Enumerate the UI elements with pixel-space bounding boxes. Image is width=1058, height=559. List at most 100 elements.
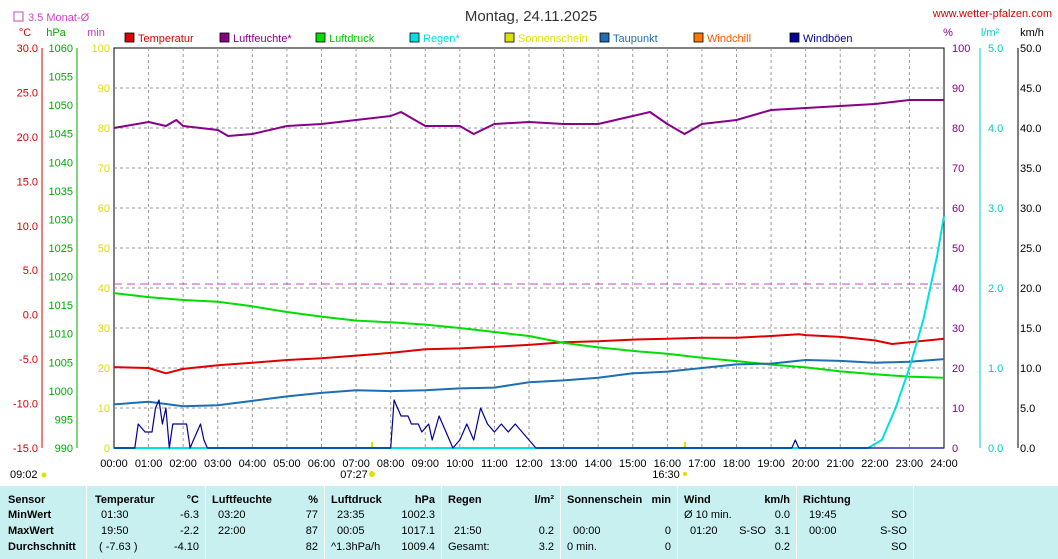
monthly-avg-marker xyxy=(13,11,24,22)
x-tick-label: 19:00 xyxy=(757,458,785,470)
stats-pressure-header: Luftdruck xyxy=(331,494,382,506)
legend-label: Regen* xyxy=(423,33,460,45)
stats-direction-value-1: SO xyxy=(891,509,907,521)
stats-direction-time-1: 19:45 xyxy=(809,509,837,521)
stats-humidity-min-value: 77 xyxy=(305,509,318,521)
sunshine-tick-label: 20 xyxy=(98,363,110,375)
x-tick-label: 24:00 xyxy=(930,458,958,470)
site-link: www.wetter-pfalzen.com xyxy=(932,8,1052,20)
temperature-tick-label: 15.0 xyxy=(17,176,38,188)
stats-humidity-min-time: 03:20 xyxy=(218,509,246,521)
stats-wind-avg10-value: 0.0 xyxy=(774,509,790,521)
series-line-windben xyxy=(114,399,944,449)
humidity-tick-label: 70 xyxy=(952,163,964,175)
legend-swatch xyxy=(219,32,230,43)
humidity-tick-label: 50 xyxy=(952,243,964,255)
wind-tick-label: 45.0 xyxy=(1020,83,1041,95)
temperature-tick-label: 30.0 xyxy=(17,43,38,55)
sunshine-tick-label: 100 xyxy=(92,43,110,55)
current-time-sun-icon xyxy=(41,472,47,478)
sunshine-tick-label: 90 xyxy=(98,83,110,95)
pressure-tick-label: 1045 xyxy=(49,129,73,141)
x-tick-label: 09:00 xyxy=(411,458,439,470)
sunshine-tick-label: 80 xyxy=(98,123,110,135)
temperature-tick-label: -5.0 xyxy=(19,354,38,366)
series-line-luftfeuchte xyxy=(113,99,944,137)
stats-sensor-header: Sensor xyxy=(8,494,46,506)
stats-pressure-min-value: 1002.3 xyxy=(401,509,435,521)
series-line-luftdruck xyxy=(113,292,945,379)
stats-pressure-max-value: 1017.1 xyxy=(401,525,435,537)
x-tick-label: 00:00 xyxy=(100,458,128,470)
sunshine-tick-label: 70 xyxy=(98,163,110,175)
sunshine-tick-label: 60 xyxy=(98,203,110,215)
x-tick-label: 12:00 xyxy=(515,458,543,470)
rain-tick-label: 1.0 xyxy=(988,363,1003,375)
monthly-avg-label: 3.5 Monat-Ø xyxy=(28,12,90,24)
sunshine-axis-unit: min xyxy=(87,27,105,39)
x-tick-label: 10:00 xyxy=(446,458,474,470)
pressure-axis-unit: hPa xyxy=(46,27,66,39)
stats-temperature-unit: °C xyxy=(186,494,199,506)
legend-swatch xyxy=(124,32,135,43)
wind-tick-label: 20.0 xyxy=(1020,283,1041,295)
wind-axis-unit: km/h xyxy=(1020,27,1044,39)
pressure-tick-label: 1020 xyxy=(49,272,73,284)
stats-direction-column: Richtung 19:45 SO 00:00 S-SO SO xyxy=(797,486,913,559)
stats-direction-time-2: 00:00 xyxy=(809,525,837,537)
stats-min-label: MinWert xyxy=(8,509,52,521)
x-tick-label: 16:00 xyxy=(654,458,682,470)
stats-rain-total-value: 3.2 xyxy=(538,541,554,553)
column-divider xyxy=(441,486,442,559)
pressure-tick-label: 1005 xyxy=(49,357,73,369)
stats-max-label: MaxWert xyxy=(8,525,54,537)
humidity-tick-label: 60 xyxy=(952,203,964,215)
wind-tick-label: 40.0 xyxy=(1020,123,1041,135)
stats-direction-value-2: S-SO xyxy=(880,525,907,537)
rain-tick-label: 3.0 xyxy=(988,203,1003,215)
sunshine-tick-label: 40 xyxy=(98,283,110,295)
stats-temperature-header: Temperatur xyxy=(95,494,155,506)
series-line-regen xyxy=(114,215,945,449)
sunshine-tick-label: 0 xyxy=(104,443,110,455)
sunshine-tick-label: 10 xyxy=(98,403,110,415)
stats-wind-avg-value: 0.2 xyxy=(774,541,790,553)
x-tick-label: 01:00 xyxy=(135,458,163,470)
stats-temperature-dewpoint-avg: ( -7.63 ) xyxy=(99,541,138,553)
stats-temperature-min-value: -6.3 xyxy=(180,509,199,521)
humidity-tick-label: 0 xyxy=(952,443,958,455)
pressure-tick-label: 1030 xyxy=(49,214,73,226)
stats-humidity-max-value: 87 xyxy=(305,525,318,537)
x-tick-label: 04:00 xyxy=(239,458,267,470)
humidity-tick-label: 10 xyxy=(952,403,964,415)
wind-tick-label: 25.0 xyxy=(1020,243,1041,255)
x-tick-label: 05:00 xyxy=(273,458,301,470)
sunshine-tick-label: 50 xyxy=(98,243,110,255)
stats-sunshine-max-value: 0 xyxy=(664,525,671,537)
stats-wind-column: Wind km/h Ø 10 min. 0.0 01:20 S-SO 3.1 0… xyxy=(678,486,796,559)
column-divider xyxy=(796,486,797,559)
stats-temperature-max-time: 19:50 xyxy=(101,525,129,537)
stats-rain-unit: l/m² xyxy=(534,494,554,506)
stats-rain-header: Regen xyxy=(448,494,482,506)
temperature-tick-label: 25.0 xyxy=(17,87,38,99)
pressure-tick-label: 1035 xyxy=(49,186,73,198)
stats-sunshine-unit: min xyxy=(651,494,671,506)
column-divider xyxy=(205,486,206,559)
statistics-panel: Sensor MinWert MaxWert Durchschnitt Temp… xyxy=(0,486,1058,559)
temperature-tick-label: -10.0 xyxy=(13,399,38,411)
legend-label: Windchill xyxy=(707,33,751,45)
series-line-temperatur xyxy=(113,333,945,375)
legend-swatch xyxy=(599,32,610,43)
series-line-taupunkt xyxy=(113,358,945,408)
weather-chart: Montag, 24.11.2025 www.wetter-pfalzen.com… xyxy=(10,8,1052,481)
humidity-axis-unit: % xyxy=(943,27,953,39)
column-divider xyxy=(324,486,325,559)
legend-label: Taupunkt xyxy=(613,33,658,45)
stats-wind-avg10-label: Ø 10 min. xyxy=(684,509,732,521)
stats-temperature-min-time: 01:30 xyxy=(101,509,129,521)
legend-label: Temperatur xyxy=(138,33,194,45)
x-tick-label: 11:00 xyxy=(481,458,508,470)
wind-tick-label: 15.0 xyxy=(1020,323,1041,335)
stats-direction-value-3: SO xyxy=(891,541,907,553)
